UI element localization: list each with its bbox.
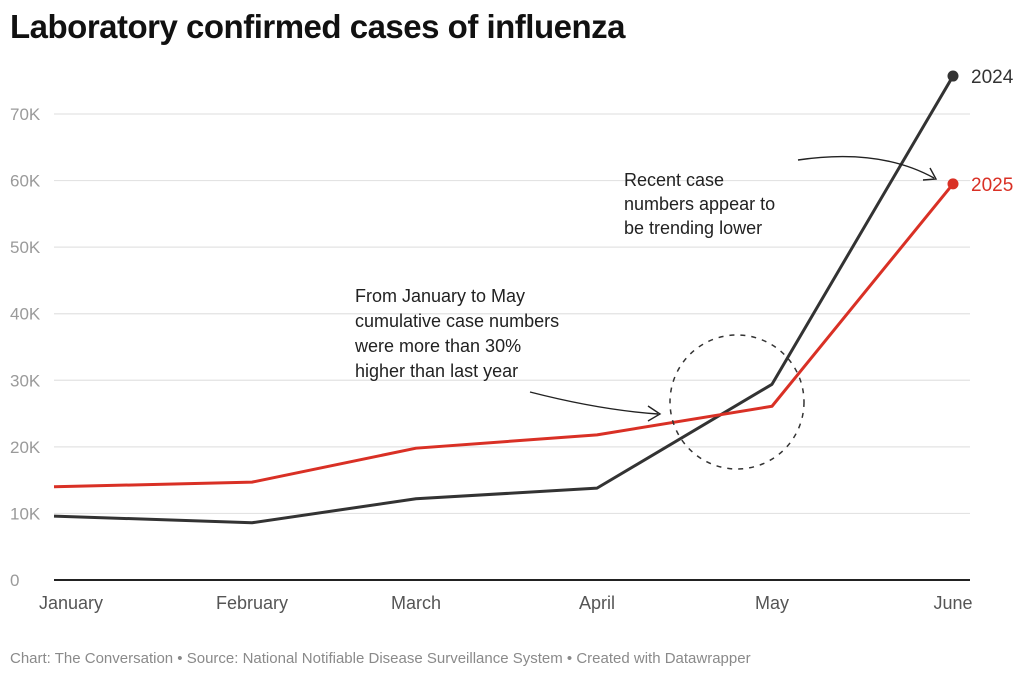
x-tick-label: June [933, 593, 972, 613]
annotation-arrow-2 [797, 155, 935, 179]
highlight-circle [669, 334, 805, 470]
annotation-arrow-1 [529, 391, 659, 415]
y-tick-label: 50K [10, 238, 41, 257]
y-tick-label: 30K [10, 371, 41, 390]
data-point-2024 [947, 70, 959, 82]
annotation-recent-trend: Recent case numbers appear to be trendin… [624, 170, 780, 238]
y-tick-label: 40K [10, 305, 41, 324]
annotation-arrow-2-head [922, 167, 938, 181]
data-point-2025 [947, 178, 959, 190]
annotation-january-to-may: From January to May cumulative case numb… [354, 286, 564, 381]
series-line-2024 [53, 75, 955, 525]
chart-footer: Chart: The Conversation • Source: Nation… [10, 650, 751, 667]
x-tick-label: January [39, 593, 103, 613]
y-tick-label: 10K [10, 504, 41, 523]
x-tick-label: May [755, 593, 789, 613]
y-tick-label: 70K [10, 105, 41, 124]
x-tick-label: February [216, 593, 288, 613]
series-line-2025 [53, 182, 955, 489]
chart-title: Laboratory confirmed cases of influenza [10, 8, 625, 45]
annotation-arrow-1-head [647, 405, 662, 422]
series-label-2024: 2024 [971, 67, 1014, 88]
series-label-2025: 2025 [971, 175, 1013, 196]
x-tick-label: April [579, 593, 615, 613]
x-tick-label: March [391, 593, 441, 613]
y-tick-label: 60K [10, 172, 41, 191]
y-tick-label: 0 [10, 571, 19, 590]
y-tick-label: 20K [10, 438, 41, 457]
